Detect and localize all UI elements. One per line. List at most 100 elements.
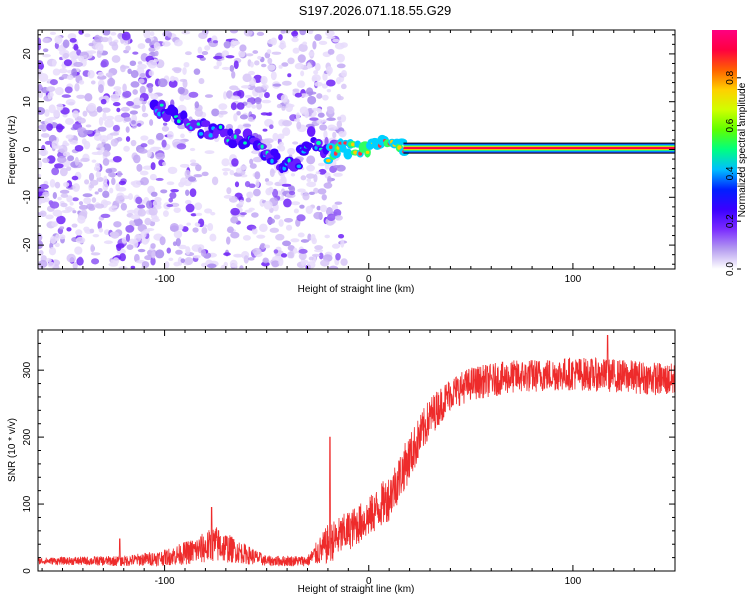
speckle bbox=[278, 34, 283, 41]
speckle bbox=[309, 117, 319, 121]
speckle bbox=[235, 167, 242, 174]
speckle bbox=[314, 81, 323, 87]
speckle bbox=[257, 55, 262, 60]
speckle bbox=[162, 161, 167, 166]
speckle bbox=[66, 166, 72, 172]
speckle bbox=[223, 40, 231, 49]
snr-y-tick-label: 200 bbox=[22, 428, 33, 445]
speckle bbox=[242, 235, 251, 241]
colorbar-ticks: 0.0 0.2 0.4 0.6 0.8 bbox=[725, 70, 741, 276]
speckle bbox=[268, 186, 274, 194]
speckle bbox=[267, 218, 276, 225]
speckle bbox=[74, 144, 84, 152]
speckle bbox=[92, 234, 100, 238]
speckle bbox=[315, 171, 321, 175]
speckle bbox=[110, 138, 119, 147]
speckle bbox=[152, 199, 162, 208]
speckle bbox=[307, 95, 317, 105]
speckle bbox=[132, 239, 139, 248]
speckle bbox=[313, 249, 324, 253]
speckle bbox=[150, 93, 159, 100]
speckle bbox=[256, 31, 265, 36]
speckle bbox=[137, 204, 146, 209]
speckle bbox=[278, 219, 284, 227]
speckle bbox=[311, 253, 321, 257]
ridge-blob bbox=[201, 120, 211, 128]
colorbar-tick-label: 0.8 bbox=[725, 70, 736, 84]
snr-frame bbox=[37, 329, 676, 572]
speckle bbox=[185, 203, 195, 213]
snr-x-tick-label: 0 bbox=[366, 576, 372, 587]
speckle bbox=[324, 234, 331, 239]
speckle bbox=[252, 156, 263, 163]
speckle bbox=[129, 110, 138, 115]
speckle bbox=[166, 181, 175, 186]
speckle bbox=[193, 68, 201, 75]
speckle bbox=[182, 67, 187, 75]
figure-title: S197.2026.071.18.55.G29 bbox=[299, 3, 452, 18]
ridge-core bbox=[325, 158, 331, 163]
speckle bbox=[59, 189, 70, 194]
speckle bbox=[327, 124, 337, 132]
speckle bbox=[150, 243, 156, 249]
speckle bbox=[252, 247, 262, 255]
spectrogram-y-tick-label: -10 bbox=[22, 190, 33, 205]
speckle bbox=[110, 231, 120, 239]
speckle bbox=[278, 64, 283, 69]
speckle bbox=[38, 43, 42, 51]
speckle bbox=[282, 127, 291, 136]
colorbar-gradient bbox=[712, 30, 737, 269]
speckle bbox=[74, 83, 80, 92]
speckle bbox=[198, 32, 208, 39]
speckle bbox=[137, 43, 146, 50]
speckle bbox=[55, 87, 64, 96]
speckle bbox=[204, 94, 214, 98]
speckle bbox=[51, 59, 57, 67]
speckle bbox=[48, 116, 57, 121]
speckle bbox=[319, 124, 328, 131]
speckle bbox=[108, 172, 117, 178]
speckle bbox=[291, 37, 299, 43]
speckle bbox=[204, 150, 215, 155]
speckle bbox=[244, 181, 251, 188]
speckle bbox=[54, 181, 61, 189]
speckle bbox=[67, 155, 75, 162]
speckle bbox=[317, 162, 326, 167]
ridge-core bbox=[316, 140, 321, 145]
speckle bbox=[297, 232, 305, 238]
speckle bbox=[155, 152, 166, 160]
speckle bbox=[185, 246, 191, 255]
speckle bbox=[266, 49, 272, 55]
speckle bbox=[269, 168, 275, 178]
speckle bbox=[94, 162, 100, 169]
speckle bbox=[231, 70, 236, 79]
speckle bbox=[125, 233, 131, 242]
speckle bbox=[333, 172, 343, 177]
speckle bbox=[78, 204, 88, 210]
speckle bbox=[88, 110, 98, 117]
speckle bbox=[51, 140, 59, 150]
speckle bbox=[280, 253, 288, 258]
speckle bbox=[107, 79, 115, 87]
speckle bbox=[249, 61, 254, 68]
spectrogram-x-tick-label: 100 bbox=[565, 274, 582, 285]
speckle bbox=[102, 182, 109, 191]
speckle bbox=[42, 157, 50, 163]
spectrogram-ylabel: Frequency (Hz) bbox=[7, 116, 18, 185]
speckle bbox=[161, 125, 170, 132]
speckle bbox=[115, 243, 125, 249]
speckle bbox=[38, 200, 42, 206]
speckle bbox=[264, 178, 270, 182]
speckle bbox=[306, 155, 316, 165]
speckle bbox=[230, 102, 237, 111]
speckle bbox=[275, 233, 285, 241]
speckle bbox=[335, 253, 341, 261]
speckle bbox=[141, 104, 146, 113]
ridge-core bbox=[208, 133, 214, 138]
speckle bbox=[263, 200, 273, 210]
speckle bbox=[311, 107, 322, 111]
speckle bbox=[195, 164, 202, 172]
speckle bbox=[298, 248, 308, 254]
speckle bbox=[47, 261, 55, 268]
